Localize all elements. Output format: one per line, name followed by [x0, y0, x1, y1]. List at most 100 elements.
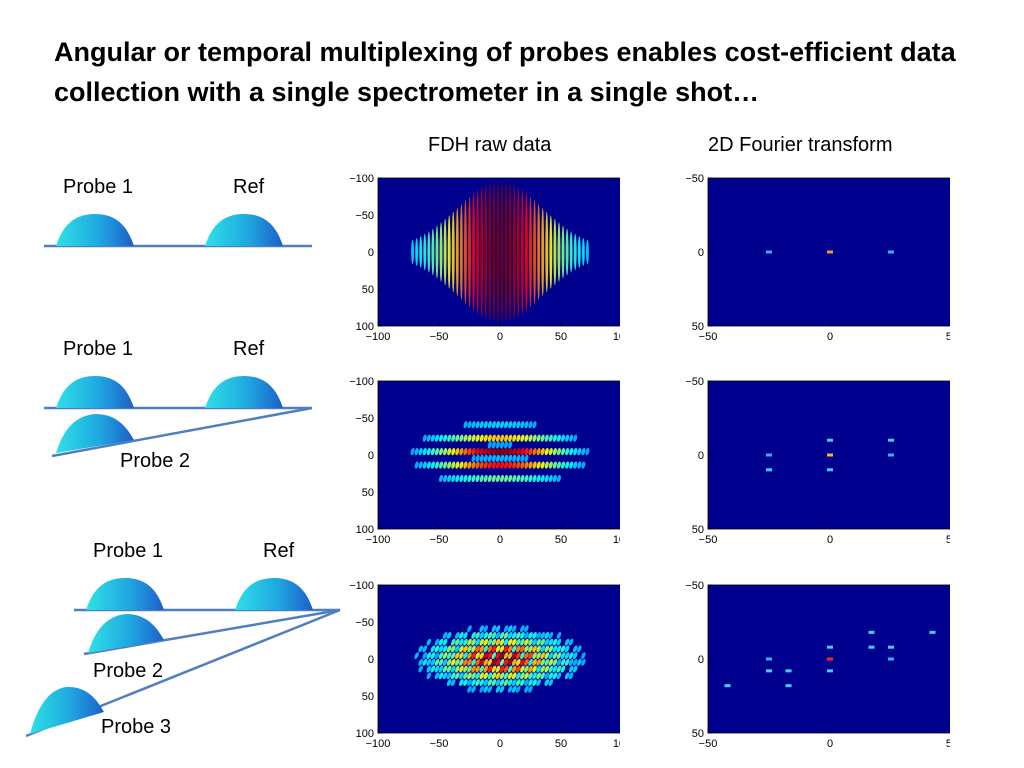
fringe-mark [556, 638, 562, 646]
fringe-mark [565, 461, 570, 469]
label-probe1-d1: Probe 1 [63, 176, 134, 198]
fringe-mark [475, 461, 480, 469]
fringe-mark [475, 474, 480, 483]
y-tick-label: −50 [685, 376, 704, 388]
fringe-mark [439, 222, 443, 282]
fringe-mark [443, 461, 448, 469]
ft-spot [827, 468, 833, 472]
fringe-mark [475, 454, 480, 462]
pulse-probe1-d2 [56, 376, 134, 408]
fringe-mark [552, 658, 558, 666]
fringe-mark [532, 421, 537, 429]
fringe-mark [503, 679, 509, 686]
fringe-mark [418, 658, 423, 666]
fringe-mark [443, 448, 448, 456]
fringe-mark [495, 454, 500, 462]
ft-spot [888, 453, 894, 457]
fringe-mark [500, 474, 505, 483]
y-tick-label: −50 [685, 173, 704, 185]
fringe-mark [504, 434, 509, 442]
fringe-mark [455, 658, 460, 666]
fringe-mark [426, 461, 431, 469]
fringe-mark [487, 454, 492, 462]
pulse-probe1-d3 [86, 578, 164, 610]
fringe-mark [516, 652, 521, 660]
fringe-mark [451, 474, 456, 483]
ft-spot [929, 630, 936, 634]
fringe-mark [439, 474, 444, 483]
fringe-mark [507, 625, 513, 633]
fringe-mark [450, 638, 456, 646]
ft-spot [888, 657, 894, 661]
fringe-mark [455, 652, 460, 660]
fringe-mark [512, 184, 516, 320]
fringe-mark [560, 652, 566, 660]
fringe-mark [471, 645, 476, 653]
fringe-mark [487, 448, 492, 456]
fringe-mark [507, 645, 513, 653]
fringe-mark [552, 461, 557, 469]
fringe-mark [487, 652, 493, 660]
fringe-mark [491, 474, 496, 483]
label-ref-d1: Ref [233, 176, 265, 198]
fringe-mark [532, 652, 537, 660]
fringe-mark [446, 645, 452, 653]
fringe-mark [410, 448, 415, 456]
fringe-mark [451, 448, 456, 456]
fringe-mark [426, 434, 431, 442]
fringe-mark [508, 474, 513, 483]
fringe-mark [475, 448, 480, 456]
fringe-mark [499, 658, 505, 666]
fringe-mark [479, 625, 484, 633]
fringe-mark [467, 434, 472, 442]
fringe-mark [491, 652, 497, 660]
x-tick-label: 0 [497, 534, 503, 546]
fringe-mark [414, 461, 419, 469]
fringe-mark [561, 434, 566, 442]
fringe-mark [471, 658, 476, 666]
fringe-mark [511, 625, 517, 633]
fringe-mark [508, 421, 513, 429]
fringe-mark [471, 454, 476, 462]
fringe-mark [438, 665, 444, 673]
fringe-mark [479, 652, 484, 660]
fringe-mark [540, 658, 545, 666]
fringe-mark [553, 218, 557, 286]
fringe-mark [491, 638, 497, 646]
fringe-mark [511, 665, 517, 673]
fringe-mark [520, 189, 524, 315]
fringe-mark [463, 638, 468, 646]
fringe-mark [540, 632, 545, 639]
fringe-mark [491, 672, 497, 680]
y-tick-label: −50 [355, 413, 374, 425]
fringe-mark [491, 448, 496, 456]
fringe-mark [476, 189, 480, 315]
label-probe2-d2: Probe 2 [120, 450, 191, 472]
fringe-mark [561, 225, 565, 279]
fringe-mark [483, 679, 489, 686]
fringe-mark [500, 434, 505, 442]
fringe-mark [442, 638, 448, 646]
fringe-mark [516, 638, 521, 646]
fringe-mark [516, 672, 521, 680]
fringe-mark [418, 448, 423, 456]
fringe-mark [459, 665, 464, 673]
fringe-mark [467, 421, 472, 429]
fringe-mark [447, 474, 452, 483]
fringe-mark [491, 461, 496, 469]
fringe-mark [532, 448, 537, 456]
fringe-mark [495, 665, 501, 673]
fringe-mark [483, 448, 488, 456]
fringe-mark [472, 193, 475, 311]
x-tick-label: −50 [430, 534, 449, 546]
fringe-mark [503, 632, 509, 639]
fringe-mark [491, 421, 496, 429]
ft-spot [766, 468, 772, 472]
fringe-mark [450, 679, 456, 686]
pulse-probe2-d3 [88, 614, 164, 653]
angled-line-3a [83, 608, 341, 656]
fringe-mark [507, 638, 513, 646]
fringe-mark [520, 658, 525, 666]
